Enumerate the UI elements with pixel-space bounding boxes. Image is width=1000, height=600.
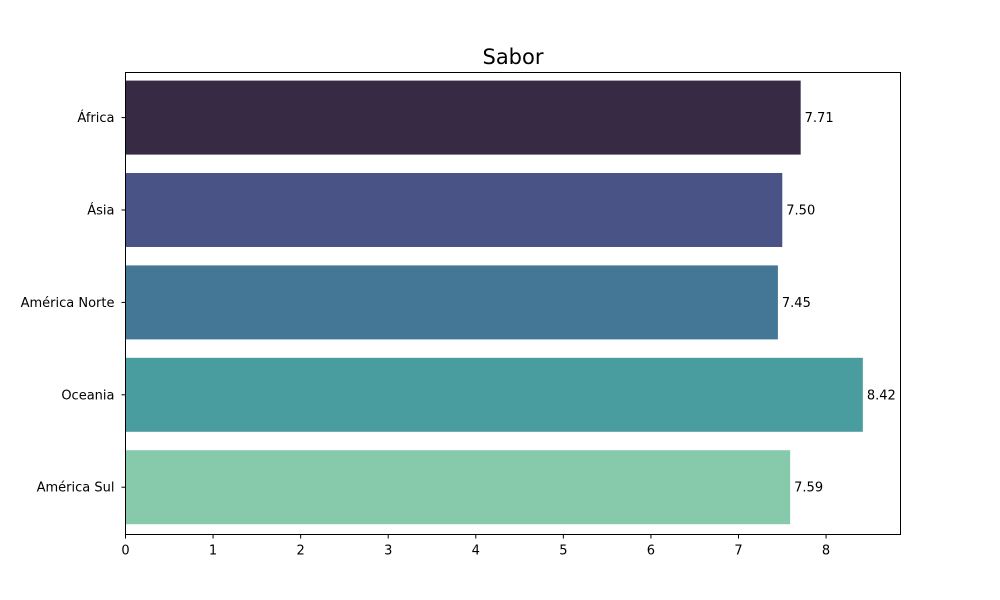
value-labels-group: 7.71 7.50 7.45 8.42 7.59: [782, 111, 896, 496]
y-tick-label: América Norte: [21, 296, 115, 311]
y-tick-label: Oceania: [61, 388, 114, 403]
x-tick-label: 5: [559, 544, 567, 559]
bar: [125, 450, 791, 525]
x-tick-label: 0: [121, 544, 129, 559]
y-tick-label: América Sul: [37, 481, 115, 496]
x-axis: 0 1 2 3 4 5 6 7 8: [121, 534, 830, 559]
x-tick-label: 6: [647, 544, 655, 559]
y-tick-label: Ásia: [87, 203, 114, 219]
x-tick-label: 1: [209, 544, 217, 559]
bar-value-label: 7.71: [805, 111, 834, 126]
x-tick-label: 4: [472, 544, 480, 559]
x-tick-label: 8: [822, 544, 830, 559]
x-tick-label: 7: [734, 544, 742, 559]
bar-value-label: 7.59: [794, 481, 823, 496]
bar-value-label: 8.42: [867, 388, 896, 403]
x-tick-label: 3: [384, 544, 392, 559]
bar: [125, 80, 801, 155]
bar: [125, 173, 783, 247]
bar-value-label: 7.45: [782, 296, 811, 311]
bar: [125, 265, 778, 340]
y-axis: África Ásia América Norte Oceania América Su…: [21, 110, 126, 496]
plot-frame: [125, 72, 901, 535]
chart-title: Sabor: [482, 45, 543, 69]
bars-group: [125, 80, 863, 525]
y-tick-label: África: [77, 110, 114, 126]
bar: [125, 357, 863, 432]
x-tick-label: 2: [297, 544, 305, 559]
bar-value-label: 7.50: [786, 204, 815, 219]
